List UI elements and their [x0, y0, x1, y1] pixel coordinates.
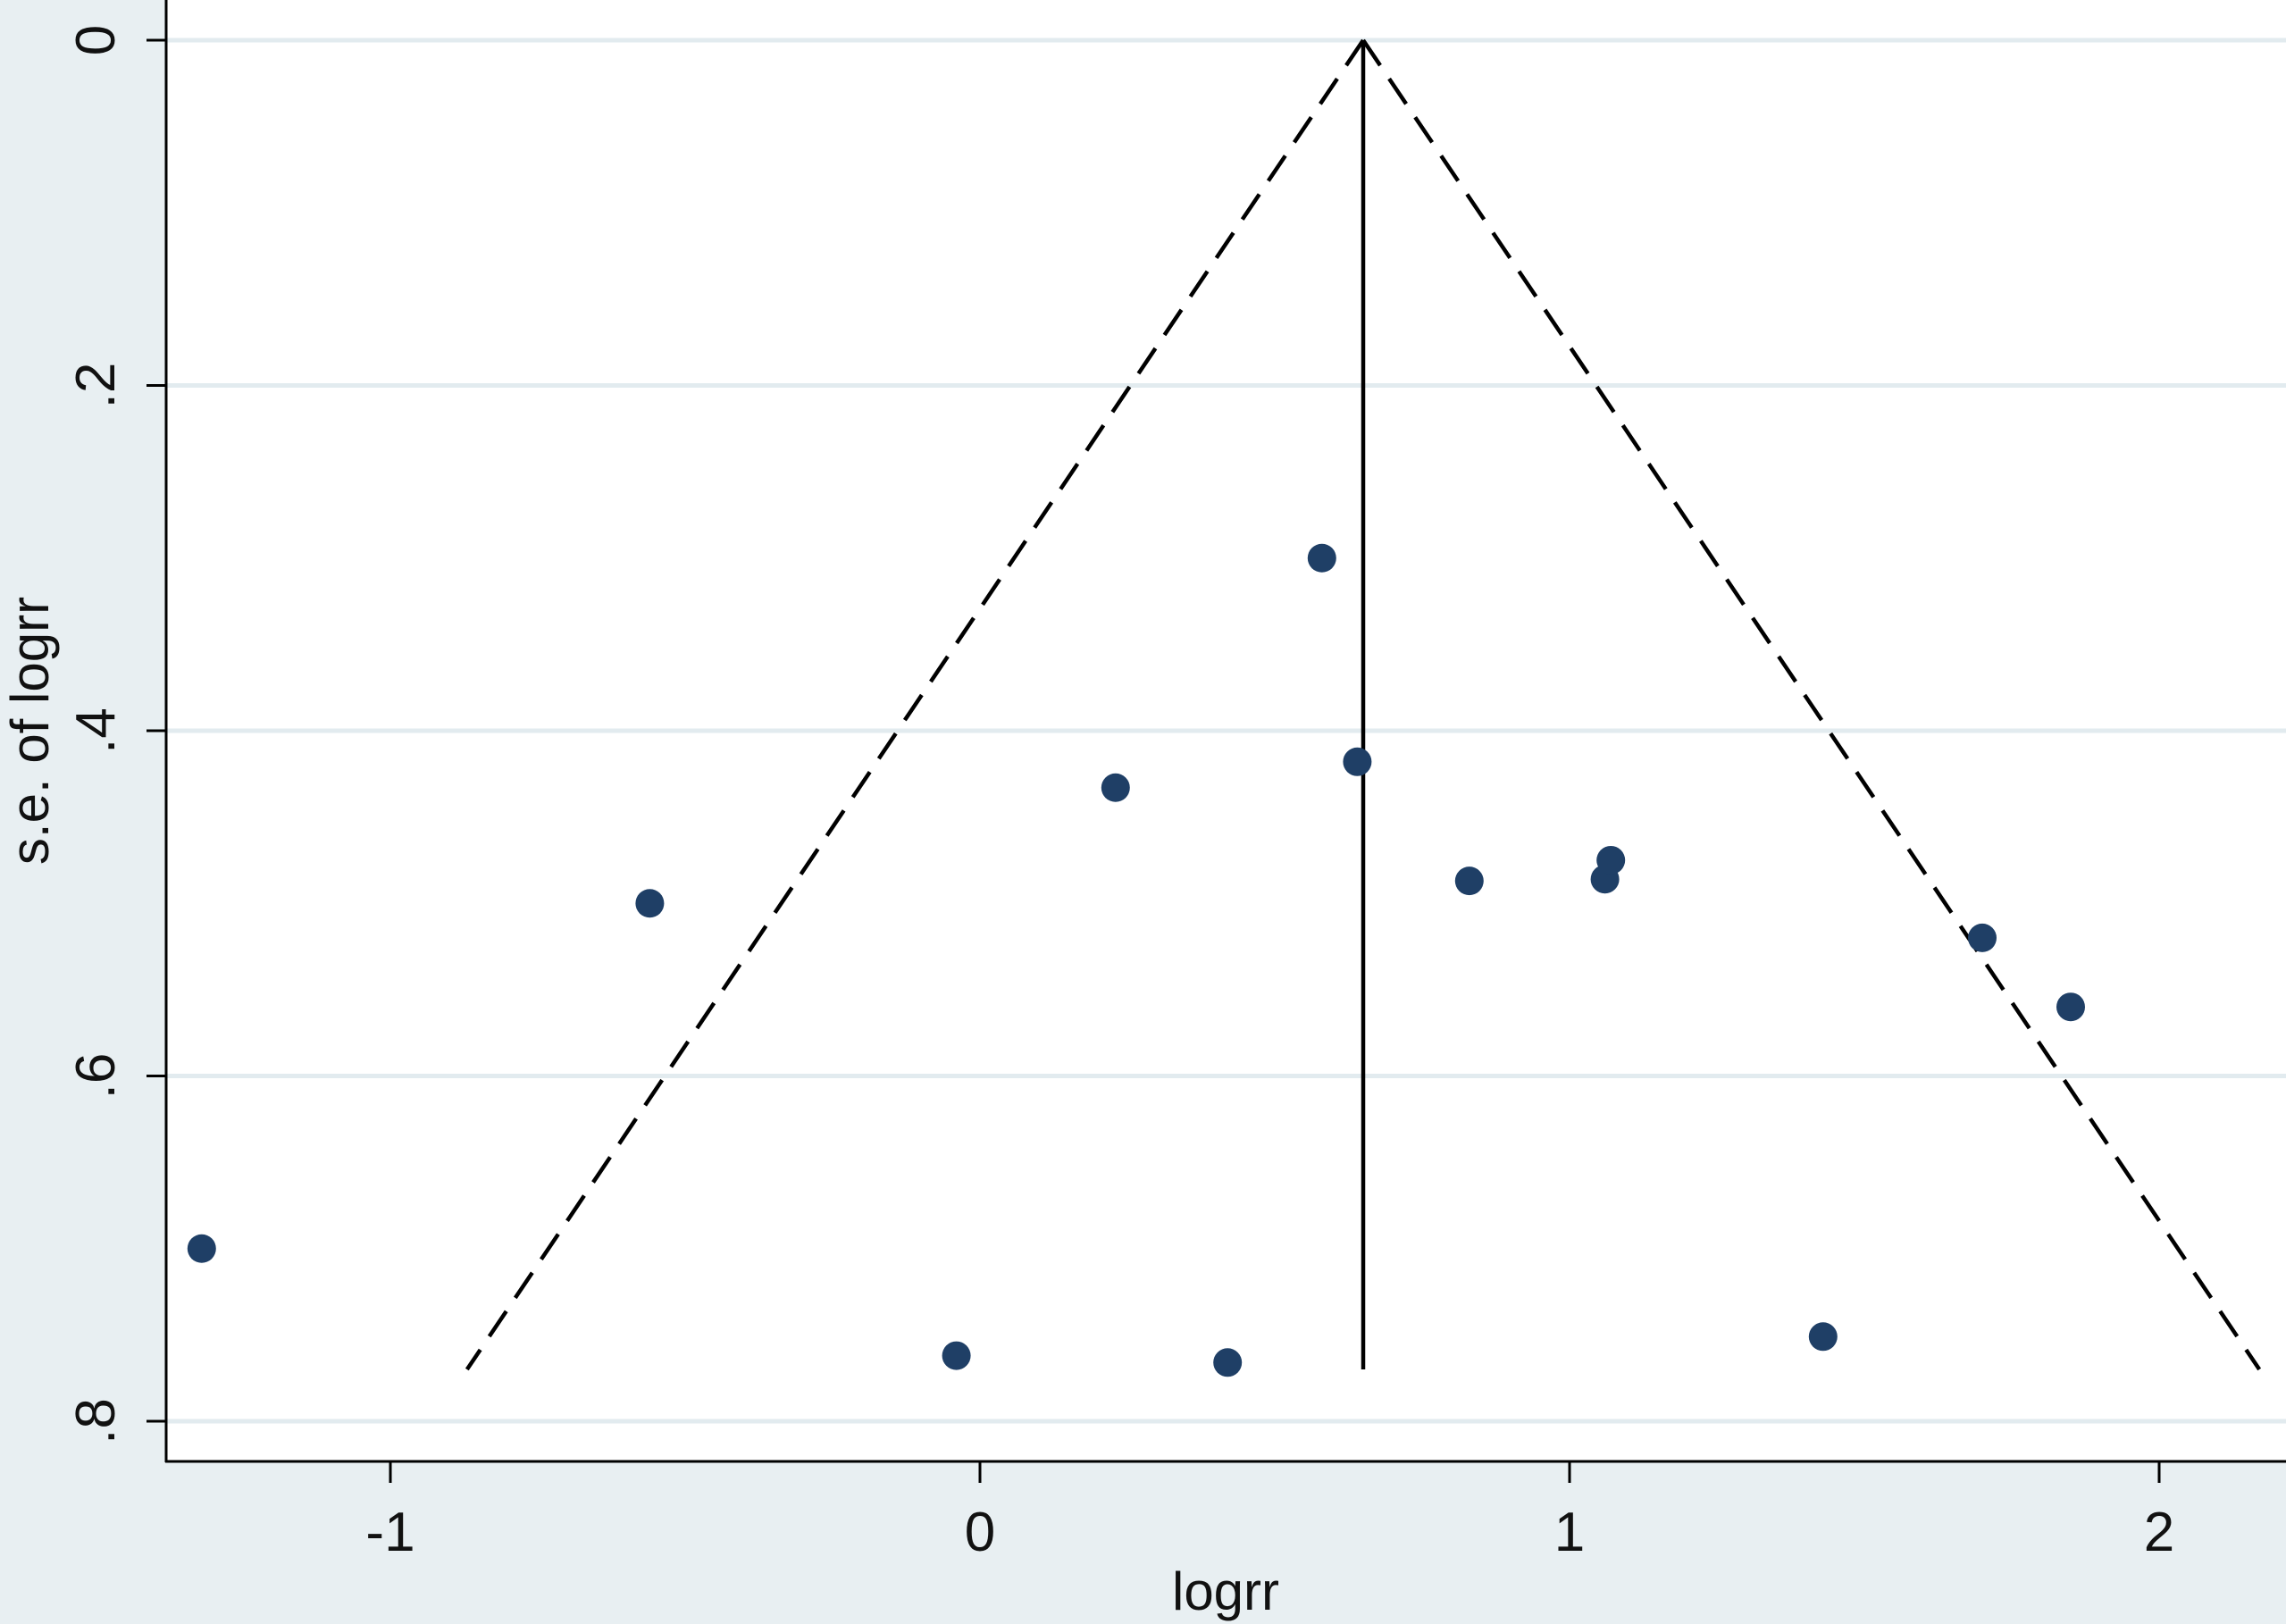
data-point	[1213, 1348, 1243, 1377]
x-axis-title: logrr	[1172, 1561, 1279, 1621]
y-tick-label: .2	[65, 363, 127, 409]
y-tick-label: .6	[65, 1053, 127, 1100]
data-point	[635, 889, 665, 918]
x-tick-label: 2	[2144, 1502, 2174, 1563]
data-point	[187, 1234, 216, 1263]
x-tick-label: 0	[965, 1502, 995, 1563]
y-tick-label: .4	[65, 707, 127, 754]
y-tick-label: 0	[65, 25, 127, 55]
y-tick-label: .8	[65, 1398, 127, 1444]
data-points	[187, 543, 2085, 1377]
x-tick-label: 1	[1554, 1502, 1585, 1563]
data-point	[2056, 992, 2085, 1022]
data-point	[942, 1341, 971, 1370]
data-point	[1596, 845, 1626, 875]
grid-lines	[166, 38, 2286, 1424]
x-tick-label: -1	[365, 1502, 414, 1563]
funnel-right-boundary	[1361, 38, 2262, 1371]
data-point	[1454, 866, 1484, 896]
data-point	[1968, 923, 1997, 952]
data-point	[1808, 1322, 1838, 1352]
data-point	[1343, 747, 1372, 776]
funnel-lines	[465, 38, 2262, 1371]
data-point	[1101, 773, 1130, 802]
y-axis-title: s.e. of logrr	[0, 597, 60, 865]
axes: 0 .2 .4 .6 .8 -1 0 1 2	[65, 0, 2286, 1563]
data-point	[1307, 543, 1336, 573]
funnel-left-boundary	[465, 38, 1365, 1371]
